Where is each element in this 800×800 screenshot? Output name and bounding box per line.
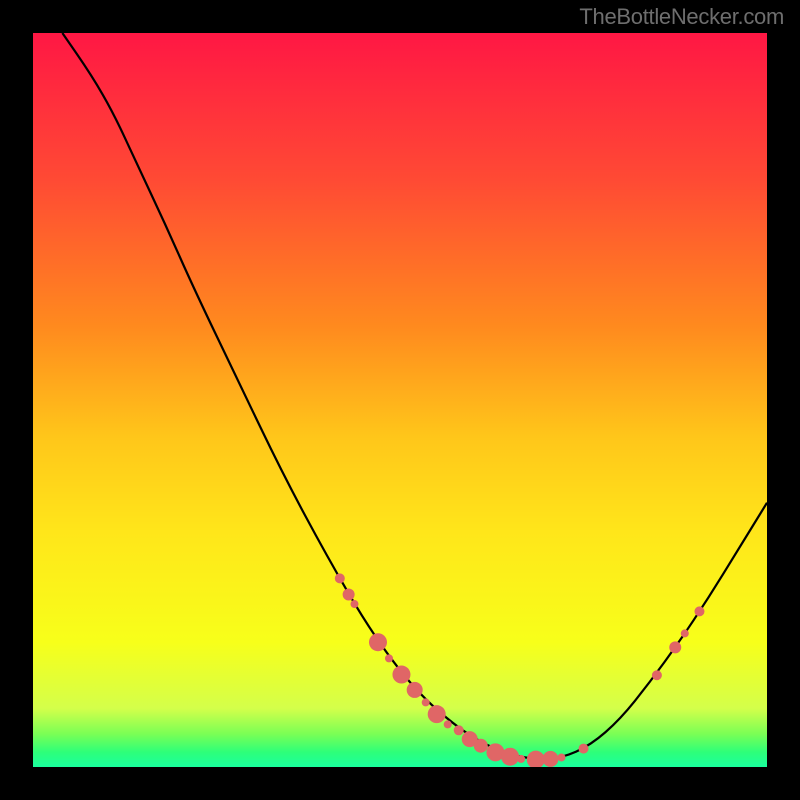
data-marker <box>694 606 704 616</box>
data-marker <box>669 641 681 653</box>
data-marker <box>454 725 464 735</box>
data-marker <box>527 751 545 767</box>
data-marker <box>422 698 430 706</box>
data-marker <box>474 739 488 753</box>
watermark-text: TheBottleNecker.com <box>579 4 784 30</box>
chart-overlay <box>33 33 767 767</box>
data-marker <box>579 744 589 754</box>
data-marker <box>444 720 452 728</box>
data-markers <box>335 573 705 767</box>
data-marker <box>335 573 345 583</box>
data-marker <box>681 629 689 637</box>
data-marker <box>392 666 410 684</box>
data-marker <box>350 600 358 608</box>
data-marker <box>517 755 525 763</box>
data-marker <box>542 751 558 767</box>
data-marker <box>407 682 423 698</box>
data-marker <box>369 633 387 651</box>
data-marker <box>385 654 393 662</box>
data-marker <box>557 753 565 761</box>
data-marker <box>652 670 662 680</box>
data-marker <box>428 705 446 723</box>
bottleneck-curve <box>62 33 767 759</box>
plot-area <box>33 33 767 767</box>
data-marker <box>343 589 355 601</box>
data-marker <box>501 748 519 766</box>
